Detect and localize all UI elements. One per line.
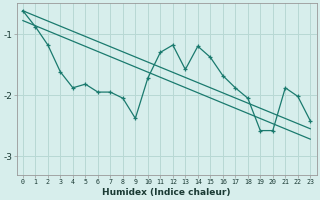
X-axis label: Humidex (Indice chaleur): Humidex (Indice chaleur) xyxy=(102,188,231,197)
